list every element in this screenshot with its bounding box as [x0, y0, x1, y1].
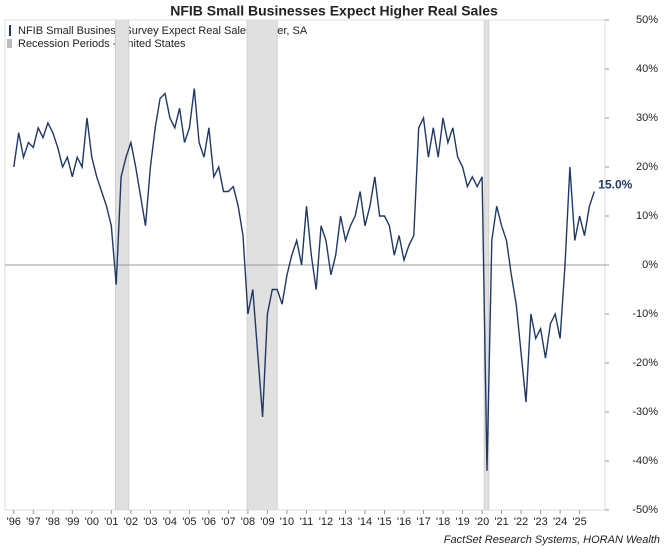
x-tick-label: '07 [221, 516, 235, 528]
x-tick-label: '15 [377, 516, 391, 528]
x-tick-label: '14 [358, 516, 372, 528]
data-line [13, 88, 595, 471]
x-tick-label: '05 [182, 516, 196, 528]
x-tick-label: '10 [280, 516, 294, 528]
y-tick-label: -50% [632, 504, 658, 516]
legend: NFIB Small Business Survey Expect Real S… [7, 25, 308, 50]
x-tick-label: '25 [572, 516, 586, 528]
y-tick-label: -10% [632, 308, 658, 320]
legend-label: Recession Periods - United States [18, 38, 186, 50]
x-tick-label: '00 [85, 516, 99, 528]
legend-label: NFIB Small Business Survey Expect Real S… [18, 25, 308, 37]
x-tick-label: '13 [338, 516, 352, 528]
x-tick-label: '24 [553, 516, 567, 528]
x-tick-label: '06 [202, 516, 216, 528]
y-tick-label: 10% [636, 210, 658, 222]
y-tick-label: -40% [632, 455, 658, 467]
x-tick-label: '01 [104, 516, 118, 528]
x-tick-label: '19 [455, 516, 469, 528]
x-tick-label: '11 [300, 516, 314, 528]
y-tick-label: -20% [632, 357, 658, 369]
x-tick-label: '03 [143, 516, 157, 528]
x-tick-label: '02 [124, 516, 138, 528]
y-tick-label: -30% [632, 406, 658, 418]
legend-swatch [7, 39, 12, 48]
value-label: 15.0% [598, 178, 632, 192]
x-tick-label: '23 [533, 516, 547, 528]
x-tick-label: '20 [475, 516, 489, 528]
x-tick-label: '09 [260, 516, 274, 528]
source-note: FactSet Research Systems, HORAN Wealth [444, 534, 660, 546]
x-tick-label: '98 [46, 516, 60, 528]
x-tick-label: '97 [26, 516, 40, 528]
y-tick-label: 50% [636, 14, 658, 26]
x-tick-label: '16 [397, 516, 411, 528]
x-tick-label: '04 [163, 516, 177, 528]
x-tick-label: '96 [7, 516, 21, 528]
x-tick-label: '21 [494, 516, 508, 528]
chart-title: NFIB Small Businesses Expect Higher Real… [170, 3, 498, 19]
y-tick-label: 20% [636, 161, 658, 173]
x-tick-label: '08 [241, 516, 255, 528]
x-tick-label: '12 [319, 516, 333, 528]
x-tick-label: '22 [514, 516, 528, 528]
x-tick-label: '18 [436, 516, 450, 528]
y-tick-label: 30% [636, 112, 658, 124]
x-tick-label: '99 [65, 516, 79, 528]
y-tick-label: 40% [636, 63, 658, 75]
y-tick-label: 0% [642, 259, 658, 271]
x-tick-label: '17 [416, 516, 430, 528]
